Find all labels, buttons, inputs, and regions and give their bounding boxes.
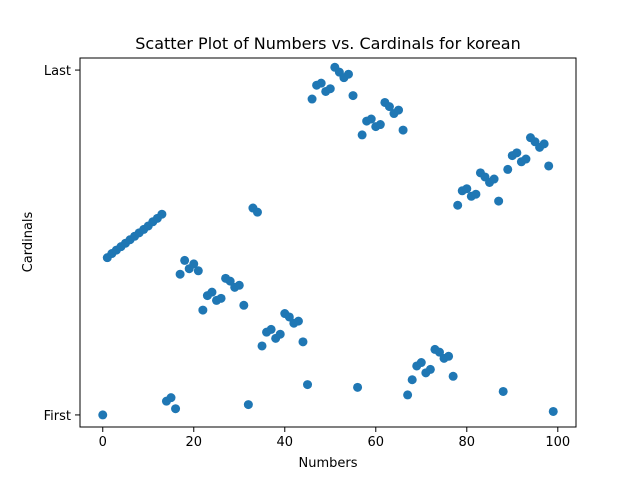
data-point bbox=[316, 78, 326, 88]
data-point bbox=[498, 386, 508, 396]
data-point bbox=[307, 94, 317, 104]
data-point bbox=[403, 390, 413, 400]
y-axis-label: Cardinals bbox=[21, 211, 36, 272]
chart-title: Scatter Plot of Numbers vs. Cardinals fo… bbox=[135, 34, 521, 53]
data-point bbox=[453, 200, 463, 210]
x-axis-label: Numbers bbox=[299, 456, 358, 471]
x-tick-label: 80 bbox=[459, 435, 476, 450]
x-tick-label: 0 bbox=[99, 435, 107, 450]
data-point bbox=[366, 114, 376, 124]
y-tick-label: First bbox=[44, 409, 71, 424]
y-tick-label: Last bbox=[44, 64, 71, 79]
data-point bbox=[239, 300, 249, 310]
data-point bbox=[298, 337, 308, 347]
data-point bbox=[325, 84, 335, 94]
data-point bbox=[448, 371, 458, 381]
data-point bbox=[353, 382, 363, 392]
data-point bbox=[198, 305, 208, 315]
data-point bbox=[425, 364, 435, 374]
data-point bbox=[375, 120, 385, 130]
data-point bbox=[471, 189, 481, 199]
data-point bbox=[175, 269, 185, 279]
data-point bbox=[171, 404, 181, 414]
data-point bbox=[216, 293, 226, 303]
axis-ticks: 0 20 40 60 80 100 First Last bbox=[44, 64, 571, 450]
data-point bbox=[398, 125, 408, 135]
data-point bbox=[416, 358, 426, 368]
data-point bbox=[252, 207, 262, 217]
data-point bbox=[548, 406, 558, 416]
data-point bbox=[544, 161, 554, 171]
data-point bbox=[193, 266, 203, 276]
data-point bbox=[512, 148, 522, 158]
data-point bbox=[180, 255, 190, 265]
data-point bbox=[444, 351, 454, 361]
x-tick-label: 20 bbox=[185, 435, 202, 450]
data-point bbox=[521, 154, 531, 164]
data-point bbox=[539, 139, 549, 149]
data-point bbox=[243, 400, 253, 410]
data-point bbox=[489, 174, 499, 184]
data-point bbox=[266, 324, 276, 334]
data-point bbox=[189, 259, 199, 269]
x-tick-label: 40 bbox=[276, 435, 293, 450]
data-points bbox=[98, 62, 558, 420]
data-point bbox=[503, 164, 513, 174]
data-point bbox=[207, 287, 217, 297]
data-point bbox=[462, 184, 472, 194]
data-point bbox=[166, 393, 176, 403]
x-tick-label: 100 bbox=[545, 435, 570, 450]
data-point bbox=[348, 91, 358, 101]
data-point bbox=[434, 347, 444, 357]
data-point bbox=[407, 375, 417, 385]
data-point bbox=[257, 341, 267, 351]
data-point bbox=[303, 380, 313, 390]
data-point bbox=[275, 329, 285, 339]
data-point bbox=[394, 105, 404, 115]
x-tick-label: 60 bbox=[368, 435, 385, 450]
data-point bbox=[234, 280, 244, 290]
data-point bbox=[494, 196, 504, 206]
data-point bbox=[98, 410, 108, 420]
data-point bbox=[293, 316, 303, 326]
data-point bbox=[157, 209, 167, 219]
data-point bbox=[384, 102, 394, 112]
data-point bbox=[357, 130, 367, 140]
data-point bbox=[225, 276, 235, 286]
data-point bbox=[284, 312, 294, 322]
data-point bbox=[343, 69, 353, 79]
plot-area-frame bbox=[79, 57, 577, 428]
